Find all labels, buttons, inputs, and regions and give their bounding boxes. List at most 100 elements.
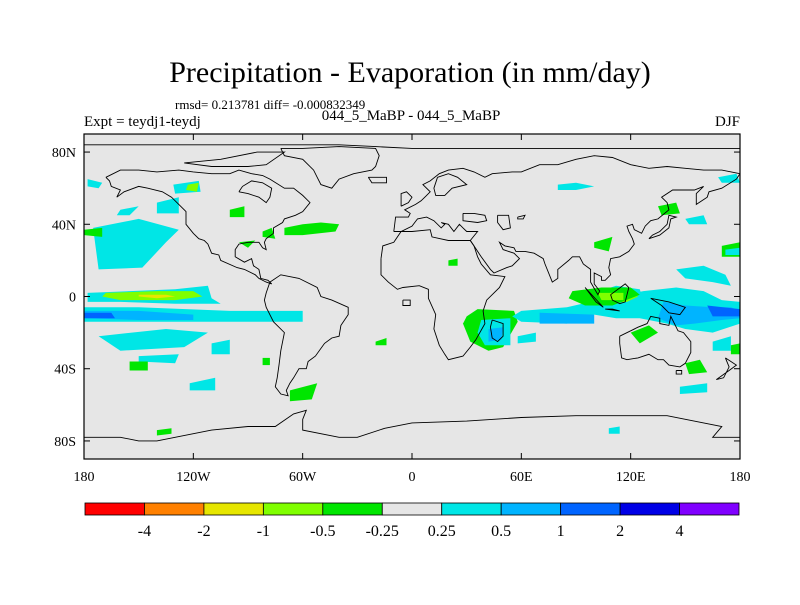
coastline-20 [610, 283, 630, 305]
contour-region-44 [676, 265, 731, 286]
coastline-7 [263, 274, 349, 397]
contour-region-7 [98, 329, 208, 351]
coastline-23 [675, 370, 683, 375]
coastline-5 [367, 176, 387, 184]
contour-region-17 [211, 339, 230, 355]
y-tick-label: 80S [54, 435, 76, 450]
contour-region-20 [229, 206, 245, 218]
contour-region-11 [87, 179, 103, 189]
coastline-19 [584, 287, 604, 308]
contour-region-10 [100, 224, 115, 245]
contour-region-45 [630, 325, 658, 344]
contour-region-16 [189, 377, 216, 391]
contour-region-18 [84, 227, 103, 237]
colorbar-label: 2 [616, 523, 624, 540]
contour-region-32 [557, 182, 595, 190]
coastline-11 [433, 173, 468, 196]
coastline-6 [184, 151, 286, 167]
x-tick-label: 180 [730, 470, 751, 485]
colorbar-label: 1 [557, 523, 565, 540]
colorbar-label: -4 [138, 523, 151, 540]
colorbar-swatch-2 [144, 502, 205, 516]
stats-line: rmsd= 0.213781 diff= -0.000832349 [175, 97, 365, 112]
contour-region-6 [84, 312, 115, 319]
colorbar-label: -2 [197, 523, 210, 540]
colorbar-swatch-11 [679, 502, 740, 516]
coastline-3 [238, 180, 273, 204]
y-tick-label: 0 [69, 291, 76, 306]
contour-region-54 [156, 428, 172, 436]
coastlines [84, 144, 740, 442]
colorbar-label: -0.25 [366, 523, 399, 540]
contour-region-35 [594, 236, 613, 252]
contour-region-15 [156, 197, 179, 214]
colorbar-swatch-5 [322, 502, 383, 516]
y-tick-label: 80N [52, 146, 76, 161]
contour-region-53 [608, 426, 620, 434]
colorbar-swatch-6 [381, 502, 443, 516]
coastline-1 [84, 144, 740, 149]
contour-region-27 [448, 258, 458, 266]
contour-region-22 [284, 222, 340, 236]
coastline-4 [280, 146, 380, 189]
coastline-24 [716, 357, 738, 381]
contour-region-26 [375, 338, 387, 346]
coastline-16 [402, 299, 411, 306]
contour-region-48 [679, 383, 708, 394]
contour-region-31 [517, 332, 536, 344]
contour-region-34 [685, 215, 708, 225]
colorbar-swatch-7 [441, 502, 502, 516]
x-tick-label: 60E [510, 470, 533, 485]
colorbar-swatch-4 [262, 502, 324, 516]
contour-fills [84, 173, 740, 436]
coastline-21 [650, 297, 687, 316]
contour-region-47 [712, 336, 731, 351]
coastline-12 [400, 191, 413, 207]
contour-region-9 [93, 218, 179, 270]
coastline-22 [619, 315, 692, 368]
contour-region-8 [138, 354, 179, 364]
colorbar-swatch-1 [84, 502, 145, 516]
axes-layer: 180 120W 60W 0 60E 120E 180 80N 40N 0 40S 80S [52, 133, 751, 485]
contour-region-25 [262, 357, 270, 366]
x-tick-label: 60W [289, 470, 317, 485]
x-tick-label: 120W [176, 470, 211, 485]
contour-region-14 [116, 206, 139, 216]
colorbar-label: 0.5 [491, 523, 511, 540]
coastline-8 [380, 229, 506, 361]
coastline-25 [84, 409, 740, 442]
coastline-15 [517, 214, 526, 220]
experiment-label: Expt = teydj1-teydj [84, 114, 201, 130]
coastline-17 [648, 214, 678, 240]
contour-region-21 [262, 227, 276, 239]
y-tick-label: 40N [52, 218, 76, 233]
contour-region-38 [707, 305, 740, 317]
chart-title: Precipitation - Evaporation (in mm/day) [169, 56, 651, 89]
colorbar: -4 -2 -1 -0.5 -0.25 0.25 0.5 1 2 4 [84, 502, 740, 540]
coastline-10 [393, 155, 740, 296]
contour-region-39 [539, 312, 595, 324]
contour-region-24 [289, 383, 318, 402]
season-label: DJF [715, 114, 740, 130]
coastline-9 [489, 319, 504, 343]
colorbar-label: -1 [257, 523, 270, 540]
coastline-2 [105, 169, 311, 285]
contour-region-3 [138, 294, 176, 299]
colorbar-label: 0.25 [428, 523, 456, 540]
colorbar-swatch-10 [619, 502, 680, 516]
y-tick-label: 40S [54, 363, 76, 378]
x-tick-label: 120E [616, 470, 646, 485]
colorbar-label: -0.5 [310, 523, 335, 540]
x-tick-label: 0 [409, 470, 416, 485]
contour-region-50 [725, 247, 740, 255]
coastline-18 [605, 308, 620, 312]
colorbar-swatch-9 [560, 502, 621, 516]
map-layer [84, 134, 740, 459]
contour-region-43 [597, 292, 624, 301]
contour-region-13 [186, 182, 199, 192]
period-label: 044_5_MaBP - 044_5_MaBP [322, 108, 501, 124]
contour-region-19 [129, 361, 148, 371]
contour-region-46 [685, 359, 708, 375]
